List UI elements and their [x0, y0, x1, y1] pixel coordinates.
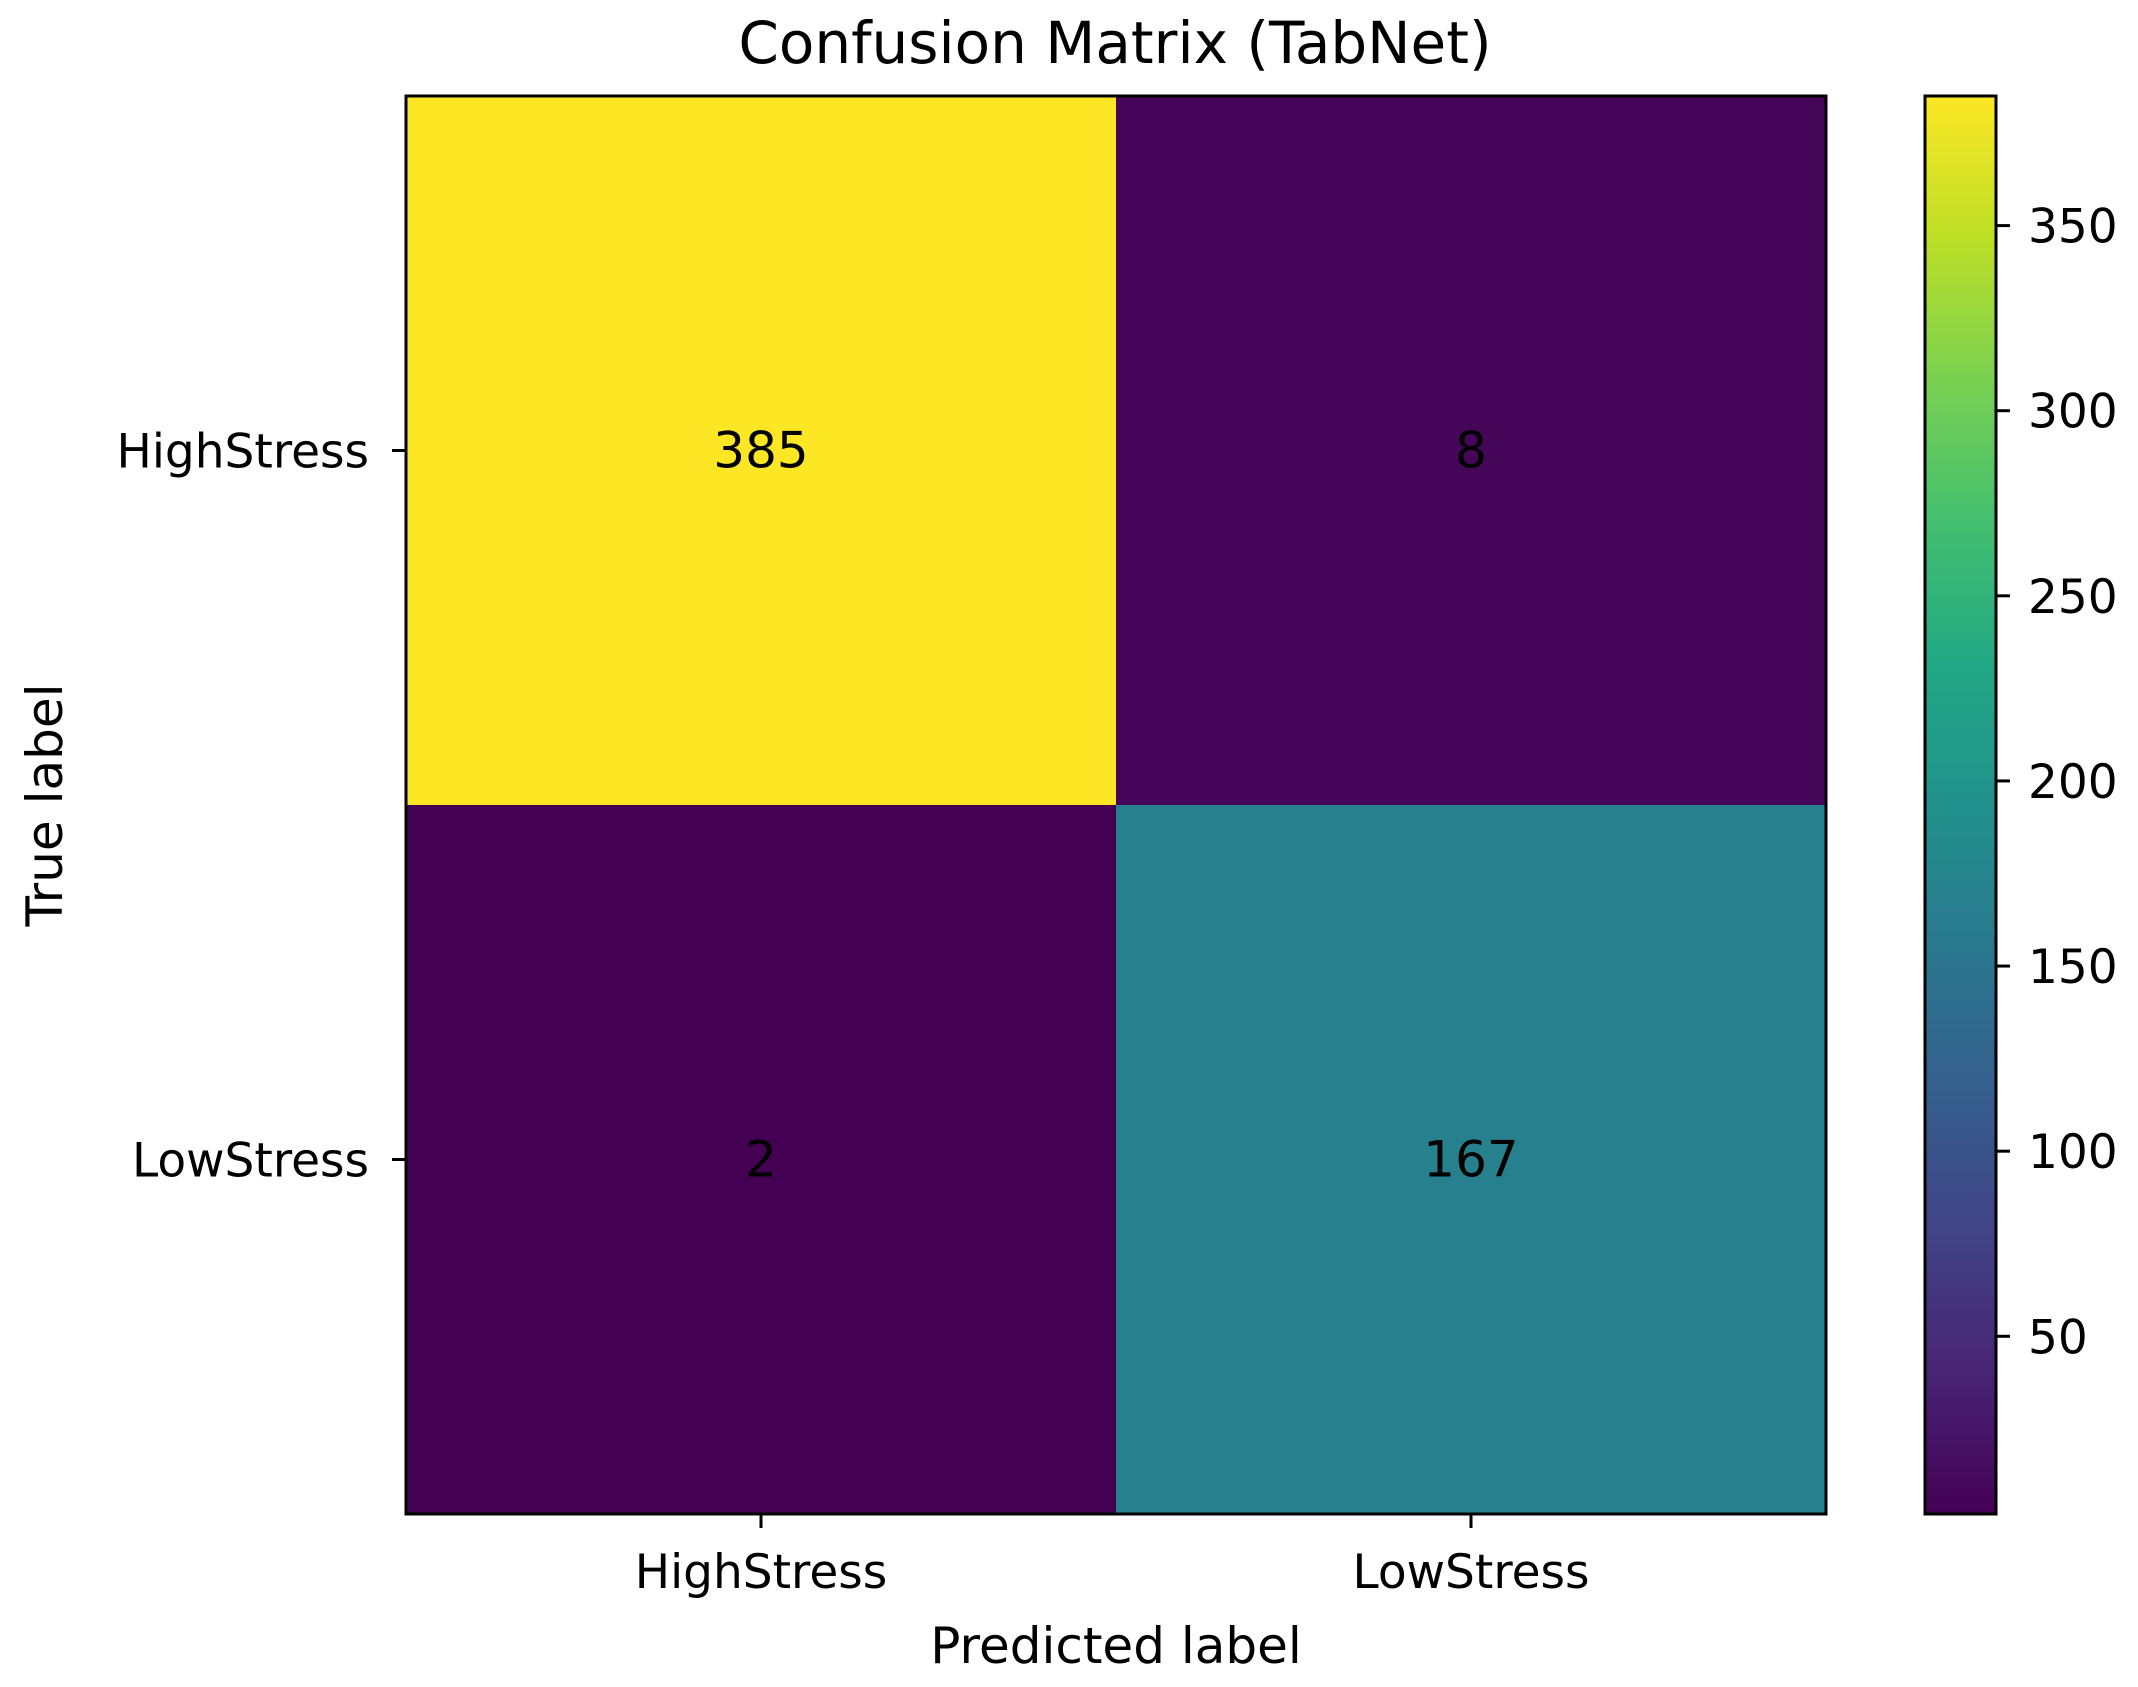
- heatmap-cell: [406, 805, 1117, 1515]
- colorbar-tick-label: 350: [2028, 200, 2118, 255]
- x-tick-label: LowStress: [1353, 1545, 1590, 1600]
- colorbar-tick-label: 50: [2028, 1310, 2088, 1365]
- chart-title: Confusion Matrix (TabNet): [738, 9, 1491, 77]
- colorbar-ticks: 50 100 150 200 250 300 350: [1996, 200, 2118, 1365]
- x-axis-label: Predicted label: [930, 1617, 1302, 1675]
- plot-frame: [404, 94, 1828, 1516]
- y-axis-ticks: HighStress LowStress: [117, 425, 406, 1189]
- heatmap-cell: [1116, 805, 1827, 1515]
- colorbar: [1923, 94, 1998, 1516]
- cell-value-label: 8: [1455, 422, 1487, 480]
- heatmap-cells: [406, 96, 1827, 1515]
- heatmap-cell: [1116, 96, 1827, 806]
- colorbar-tick-label: 100: [2028, 1125, 2118, 1180]
- cell-value-labels: 385 8 2 167: [713, 422, 1518, 1189]
- cell-value-label: 167: [1423, 1131, 1518, 1189]
- cell-value-label: 385: [713, 422, 808, 480]
- x-axis-ticks: HighStress LowStress: [635, 1514, 1590, 1600]
- y-tick-label: HighStress: [117, 425, 369, 480]
- cell-value-label: 2: [745, 1131, 777, 1189]
- colorbar-tick-label: 250: [2028, 570, 2118, 625]
- y-axis-label: True label: [16, 683, 74, 927]
- y-tick-label: LowStress: [132, 1134, 369, 1189]
- colorbar-tick-label: 150: [2028, 940, 2118, 995]
- colorbar-tick-label: 300: [2028, 385, 2118, 440]
- x-tick-label: HighStress: [635, 1545, 887, 1600]
- colorbar-tick-label: 200: [2028, 755, 2118, 810]
- heatmap-cell: [406, 96, 1117, 806]
